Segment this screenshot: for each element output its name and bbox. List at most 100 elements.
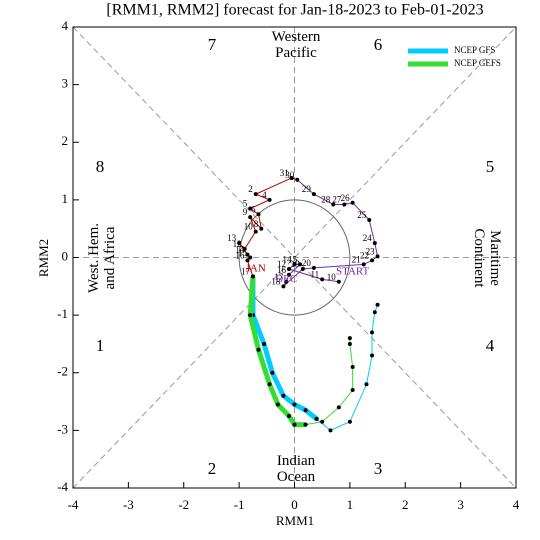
point <box>284 279 289 284</box>
guide-line <box>72 26 517 489</box>
point <box>347 419 352 424</box>
x-tick-label: 4 <box>513 497 520 512</box>
point-label: 16 <box>235 250 245 260</box>
phase-label: 8 <box>96 157 105 176</box>
y-tick-label: 2 <box>62 133 69 148</box>
trajectory <box>305 338 354 426</box>
point <box>292 402 297 407</box>
point <box>270 370 275 375</box>
phase-label: 6 <box>374 35 383 54</box>
point-label: 20 <box>302 258 312 268</box>
x-tick-label: 2 <box>402 497 409 512</box>
point <box>372 310 377 315</box>
point <box>336 279 341 284</box>
point <box>250 274 255 279</box>
point <box>298 262 303 267</box>
y-tick-label: 3 <box>62 76 69 91</box>
point <box>248 206 253 211</box>
point-label: 15 <box>238 248 248 258</box>
x-tick-label: -2 <box>178 497 189 512</box>
point-label: 10 <box>327 272 337 282</box>
point-label: 21 <box>352 254 361 264</box>
point <box>370 353 375 358</box>
point <box>375 254 380 259</box>
point <box>286 272 291 277</box>
x-tick-label: -4 <box>68 497 79 512</box>
point-label: 12 <box>233 239 242 249</box>
y-tick-label: 1 <box>62 191 69 206</box>
point <box>320 419 325 424</box>
point <box>314 416 319 421</box>
point <box>328 428 333 433</box>
annotation: START <box>336 265 370 277</box>
point <box>267 382 272 387</box>
point-label: 10 <box>244 222 254 232</box>
x-tick-label: -1 <box>234 497 245 512</box>
point <box>303 408 308 413</box>
point <box>248 215 253 220</box>
point <box>303 422 308 427</box>
point <box>347 336 352 341</box>
point <box>336 405 341 410</box>
point <box>350 200 355 205</box>
point <box>253 192 258 197</box>
point <box>262 341 267 346</box>
y-tick-label: 4 <box>62 18 69 33</box>
point-label: 6 <box>251 204 256 214</box>
point-label: 26 <box>341 193 351 203</box>
point <box>248 255 253 260</box>
phase-label: 7 <box>208 35 217 54</box>
y-tick-label: -3 <box>57 421 68 436</box>
point <box>267 197 272 202</box>
x-axis-label: RMM1 <box>276 513 314 528</box>
phase-label: 4 <box>486 336 495 355</box>
region-label: Indian Ocean <box>277 453 316 485</box>
point <box>311 265 316 270</box>
trajectory <box>316 304 379 431</box>
point-label: 24 <box>363 233 373 243</box>
x-tick-label: -3 <box>123 497 134 512</box>
x-tick-label: 0 <box>291 497 298 512</box>
x-tick-label: 3 <box>457 497 464 512</box>
point-label: 14 <box>235 245 245 255</box>
point <box>367 218 372 223</box>
legend-label: NCEP GFS <box>454 45 495 55</box>
point <box>375 302 380 307</box>
point <box>281 284 286 289</box>
point-label: 25 <box>357 210 367 220</box>
point <box>245 252 250 257</box>
point-label: 17 <box>241 267 251 277</box>
point-label: 19 <box>291 259 301 269</box>
annotation: JAN <box>246 263 266 275</box>
point <box>281 393 286 398</box>
y-tick-label: -4 <box>57 479 68 494</box>
point <box>253 229 258 234</box>
point-label: 16 <box>277 265 287 275</box>
phase-label: 3 <box>374 459 383 478</box>
region-label: West. Hem.and Africa <box>86 223 118 293</box>
point-label: 15 <box>288 254 298 264</box>
point-label: 18 <box>271 276 281 286</box>
annotation: DEC <box>275 273 297 285</box>
point-label: 31 <box>280 168 289 178</box>
phase-label: 1 <box>96 336 105 355</box>
point <box>292 262 297 267</box>
point <box>370 330 375 335</box>
point <box>286 413 291 418</box>
point <box>242 246 247 251</box>
point <box>372 241 377 246</box>
trajectory <box>250 276 319 421</box>
point <box>286 267 291 272</box>
x-tick-label: 1 <box>347 497 354 512</box>
y-tick-label: -1 <box>57 306 68 321</box>
point <box>300 267 305 272</box>
point <box>350 388 355 393</box>
point <box>259 226 264 231</box>
legend-label: NCEP GEFS <box>454 58 501 68</box>
guide-line <box>72 26 517 489</box>
point-label: 4 <box>262 190 267 200</box>
point-label: 13 <box>227 233 237 243</box>
point-label: 5 <box>243 199 248 209</box>
point-label: 2 <box>248 184 253 194</box>
